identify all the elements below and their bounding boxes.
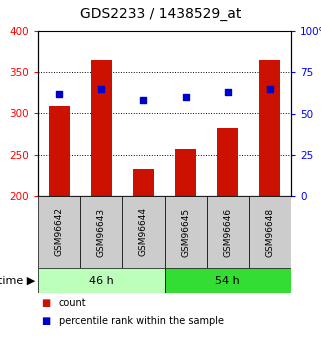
Text: GSM96643: GSM96643 xyxy=(97,207,106,257)
Bar xyxy=(249,196,291,268)
Point xyxy=(99,86,104,91)
Bar xyxy=(164,268,291,293)
Text: GSM96648: GSM96648 xyxy=(265,207,274,257)
Point xyxy=(183,94,188,100)
Point xyxy=(267,86,273,91)
Text: count: count xyxy=(59,298,86,308)
Bar xyxy=(133,169,154,196)
Text: 46 h: 46 h xyxy=(89,276,114,286)
Bar xyxy=(122,196,164,268)
Point xyxy=(141,98,146,103)
Bar xyxy=(175,149,196,196)
Bar xyxy=(48,106,70,196)
Bar xyxy=(80,196,122,268)
Text: GSM96645: GSM96645 xyxy=(181,207,190,257)
Text: GSM96642: GSM96642 xyxy=(55,207,64,256)
Bar xyxy=(207,196,249,268)
Text: time ▶: time ▶ xyxy=(0,276,35,286)
Text: ■: ■ xyxy=(41,316,50,326)
Text: GDS2233 / 1438529_at: GDS2233 / 1438529_at xyxy=(80,7,241,21)
Bar xyxy=(259,60,281,196)
Text: 54 h: 54 h xyxy=(215,276,240,286)
Bar xyxy=(91,60,112,196)
Bar xyxy=(164,196,207,268)
Text: GSM96646: GSM96646 xyxy=(223,207,232,257)
Text: percentile rank within the sample: percentile rank within the sample xyxy=(59,316,224,326)
Point xyxy=(56,91,62,97)
Point xyxy=(225,89,230,95)
Bar xyxy=(38,268,164,293)
Bar xyxy=(217,128,238,196)
Text: GSM96644: GSM96644 xyxy=(139,207,148,256)
Text: ■: ■ xyxy=(41,298,50,308)
Bar xyxy=(38,196,80,268)
